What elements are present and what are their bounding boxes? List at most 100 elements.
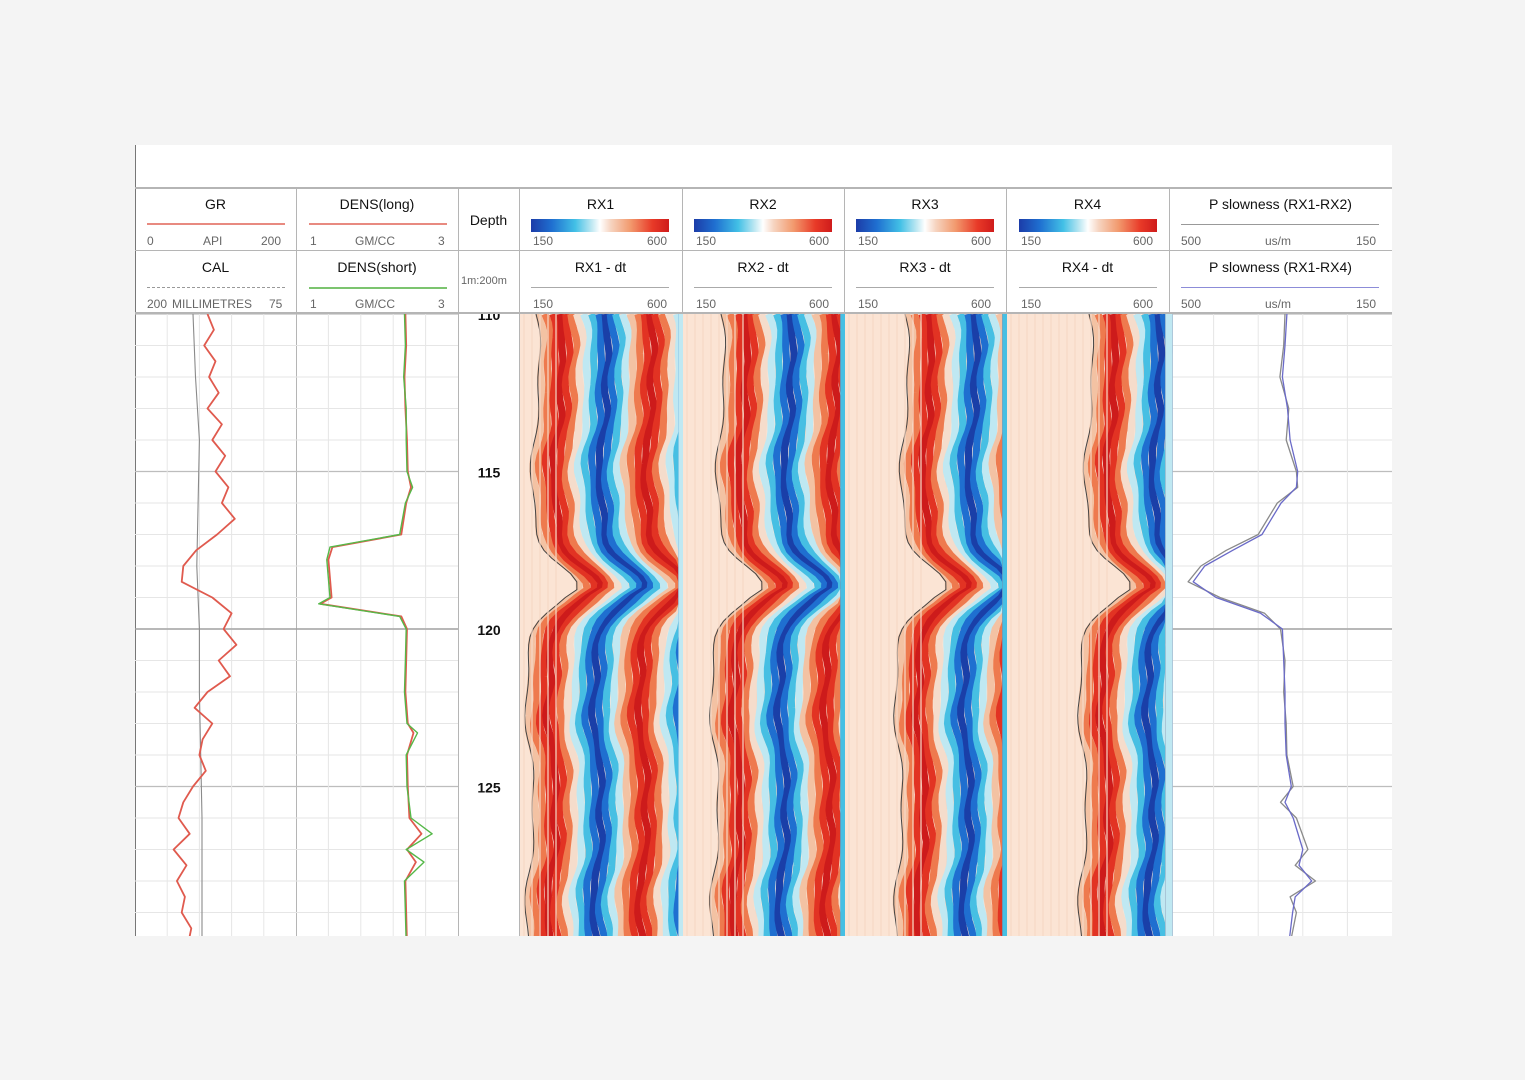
waveform-band [969, 314, 1010, 936]
rx4-dt-legend-line [1019, 287, 1157, 288]
waveform-band [727, 314, 790, 936]
waveform-band [811, 314, 848, 936]
curve-dens-long- [319, 314, 423, 936]
dens-short-unit: GM/CC [355, 297, 395, 311]
curve-gr [172, 314, 238, 936]
pslow-14-title: P slowness (RX1-RX4) [1209, 259, 1352, 275]
waveform-band [911, 314, 974, 936]
header-bottom-rule [135, 312, 1392, 314]
rx1-dt-title: RX1 - dt [574, 259, 627, 275]
waveform-band [1108, 314, 1169, 936]
log-data-area: 110115120125130 [135, 314, 1392, 936]
depth-title: Depth [469, 212, 508, 228]
waveform-band [818, 314, 848, 936]
rx2-dt-max: 600 [809, 297, 830, 311]
waveform-band [653, 314, 686, 936]
pslow-14-unit: us/m [1265, 297, 1292, 311]
pre-arrival-region [845, 314, 945, 936]
waveform-band [568, 314, 630, 936]
dens-short-title: DENS(short) [337, 259, 417, 275]
rx1-dt-legend-line [531, 287, 669, 288]
waveform-band [614, 314, 676, 936]
waveform-band [600, 314, 661, 936]
waveform-band [633, 314, 686, 936]
waveform-band [561, 314, 622, 936]
waveform-band [924, 314, 985, 936]
pslow-12-min: 500 [1181, 234, 1202, 248]
waveform-band [1141, 314, 1173, 936]
waveform-band [1134, 314, 1173, 936]
rx4-title: RX4 [1073, 196, 1102, 212]
waveform-band [734, 314, 796, 936]
waveform-band [918, 314, 980, 936]
track-separator [1006, 187, 1007, 313]
waveform-band [740, 314, 801, 936]
track-separator [519, 187, 520, 936]
pslow-12-legend-line [1181, 224, 1379, 225]
rx3-title: RX3 [911, 196, 939, 212]
waveform-band [1114, 314, 1173, 936]
rx4-dt-title: RX4 - dt [1061, 259, 1114, 275]
rx1-title: RX1 [586, 196, 615, 212]
rx2-cb-max: 600 [809, 234, 830, 248]
curve-p-slowness-rx1-rx2- [1187, 314, 1317, 936]
waveform-band [746, 314, 807, 936]
dens-short-legend-line [309, 287, 447, 289]
rx2-dt-title: RX2 - dt [737, 259, 789, 275]
rx1-cb-max: 600 [647, 234, 668, 248]
gr-unit: API [203, 234, 223, 248]
rx3-colorbar [856, 219, 994, 232]
waveform-band [773, 314, 835, 936]
dens-long-unit: GM/CC [355, 234, 395, 248]
waveform-band [983, 314, 1010, 936]
cal-min: 200 [147, 297, 168, 311]
waveform-band [607, 314, 668, 936]
rx2-dt-min: 150 [696, 297, 717, 311]
pslow-14-max: 150 [1356, 297, 1377, 311]
rx4-colorbar [1019, 219, 1157, 232]
waveform-band [574, 314, 637, 936]
rx3-cb-min: 150 [858, 234, 879, 248]
curve-p-slowness-rx1-rx4- [1192, 314, 1313, 936]
waveform-band [549, 314, 611, 936]
rx3-dt-max: 600 [971, 297, 992, 311]
cal-legend-line [147, 287, 285, 288]
curve-layer [172, 314, 1317, 936]
depth-tick-label: 120 [477, 622, 501, 638]
waveform-band [805, 314, 848, 936]
first-arrival-pick [524, 314, 578, 936]
gr-title: GR [205, 196, 226, 212]
rx3-dt-min: 150 [858, 297, 879, 311]
waveform-band [785, 314, 846, 936]
waveform-band [766, 314, 829, 936]
waveform-band [950, 314, 1010, 936]
waveform-band [1082, 314, 1144, 936]
depth-tick-label: 115 [478, 465, 501, 481]
depth-tick-label: 125 [477, 780, 501, 796]
dens-long-title: DENS(long) [339, 196, 415, 212]
cal-unit: MILLIMETRES [172, 297, 253, 311]
rx4-cb-max: 600 [1133, 234, 1154, 248]
curve-dens-short- [317, 314, 433, 936]
waveform-band [555, 314, 616, 936]
waveform-band [639, 314, 686, 936]
track-separator [844, 187, 845, 313]
cal-max: 75 [269, 297, 283, 311]
waveform-band [957, 314, 1010, 936]
panel-left-border [135, 145, 136, 936]
waveform-band [581, 314, 644, 936]
rx1-colorbar [531, 219, 669, 232]
waveform-band [792, 314, 848, 936]
waveform-band [753, 314, 815, 936]
dens-long-max: 3 [438, 234, 445, 248]
grid-layer [135, 314, 1392, 936]
pslow-12-unit: us/m [1265, 234, 1292, 248]
waveform-band [937, 314, 999, 936]
first-arrival-pick [893, 314, 947, 936]
rx4-cb-min: 150 [1021, 234, 1042, 248]
gr-legend-line [147, 223, 285, 225]
waveform-band [963, 314, 1010, 936]
curve-cal [192, 314, 203, 936]
waveform-band [1121, 314, 1173, 936]
waveform-band [626, 314, 686, 936]
